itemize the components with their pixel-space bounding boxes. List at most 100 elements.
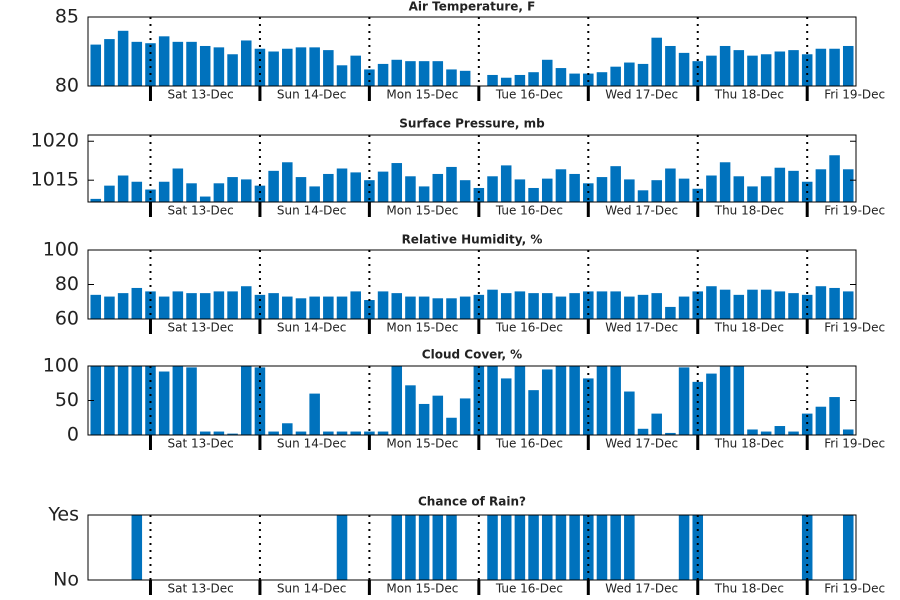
bar: [268, 293, 279, 319]
x-tick-label: Wed 17-Dec: [605, 321, 678, 335]
y-tick-label: 60: [55, 308, 79, 330]
x-tick-label: Wed 17-Dec: [605, 582, 678, 596]
bar: [199, 196, 211, 202]
bar: [117, 366, 129, 435]
bar: [801, 515, 813, 580]
x-tick-label: Sun 14-Dec: [277, 88, 346, 102]
bar: [90, 198, 102, 202]
bar: [336, 65, 348, 86]
bar: [610, 515, 621, 580]
bar: [514, 179, 526, 202]
x-tick-label: Wed 17-Dec: [605, 437, 678, 451]
bar: [227, 433, 238, 435]
bar: [131, 181, 143, 202]
x-tick-label: Sat 13-Dec: [167, 88, 233, 102]
bar: [158, 181, 170, 202]
bar: [350, 291, 361, 319]
x-tick-label: Mon 15-Dec: [386, 88, 458, 102]
bar: [432, 515, 444, 580]
bar: [487, 289, 498, 319]
x-tick-label: Thu 18-Dec: [714, 88, 784, 102]
bar: [131, 287, 143, 319]
x-tick-label: Fri 19-Dec: [824, 88, 885, 102]
x-tick-label: Tue 16-Dec: [495, 204, 563, 218]
bar: [788, 50, 799, 86]
bar: [131, 366, 143, 435]
bar: [282, 423, 293, 435]
bar: [323, 50, 334, 86]
bar: [391, 515, 403, 580]
bar: [610, 66, 621, 86]
bar: [678, 367, 690, 435]
bar: [295, 47, 307, 86]
bar: [829, 155, 840, 202]
bar: [637, 294, 649, 319]
bar: [145, 189, 156, 202]
x-tick-label: Fri 19-Dec: [824, 437, 885, 451]
bar: [774, 51, 786, 86]
bar: [829, 48, 840, 86]
bar: [624, 62, 635, 86]
bar: [596, 515, 608, 580]
bar: [473, 187, 485, 202]
x-tick-label: Thu 18-Dec: [714, 321, 784, 335]
bar: [610, 166, 621, 202]
x-tick-label: Wed 17-Dec: [605, 204, 678, 218]
bar: [637, 190, 649, 202]
bar: [637, 428, 649, 435]
bar: [569, 515, 580, 580]
bar: [692, 291, 704, 319]
bar: [268, 170, 279, 202]
bar: [323, 431, 334, 435]
x-tick-label: Tue 16-Dec: [495, 321, 563, 335]
bar: [500, 515, 512, 580]
bar: [528, 515, 539, 580]
bar: [213, 291, 225, 319]
y-tick-label: 80: [55, 75, 79, 97]
bar: [541, 515, 553, 580]
bar: [487, 74, 498, 86]
bar: [678, 178, 690, 202]
bar: [336, 168, 348, 202]
bar: [309, 393, 320, 435]
x-tick-label: Mon 15-Dec: [386, 204, 458, 218]
bar: [446, 166, 457, 202]
bar: [733, 366, 745, 435]
panel-title: Relative Humidity, %: [402, 233, 543, 247]
bar: [323, 173, 334, 202]
bar: [459, 296, 471, 319]
bar: [706, 286, 717, 319]
bar: [418, 61, 430, 86]
bar: [583, 291, 594, 319]
bar: [842, 515, 854, 580]
bar: [487, 366, 498, 435]
bar: [514, 74, 526, 86]
bar: [186, 183, 197, 202]
bar: [117, 30, 129, 86]
bar: [309, 186, 320, 202]
bar: [364, 69, 375, 86]
bar: [528, 187, 539, 202]
bar: [432, 173, 444, 202]
bar: [336, 431, 348, 435]
bar: [199, 45, 211, 86]
bar: [706, 55, 717, 86]
x-tick-label: Tue 16-Dec: [495, 88, 563, 102]
axes-frame: [87, 134, 857, 203]
bar: [268, 51, 279, 86]
x-tick-label: Sun 14-Dec: [277, 321, 346, 335]
bar: [788, 170, 799, 202]
bar: [145, 291, 156, 319]
bar: [213, 431, 225, 435]
bar: [774, 426, 786, 435]
bar: [747, 429, 758, 435]
bar: [336, 515, 348, 580]
bar: [104, 366, 115, 435]
panel-title: Chance of Rain?: [418, 495, 526, 509]
bar: [186, 41, 197, 86]
bar: [596, 72, 608, 86]
bar: [500, 77, 512, 86]
bar: [158, 296, 170, 319]
bar: [432, 298, 444, 319]
